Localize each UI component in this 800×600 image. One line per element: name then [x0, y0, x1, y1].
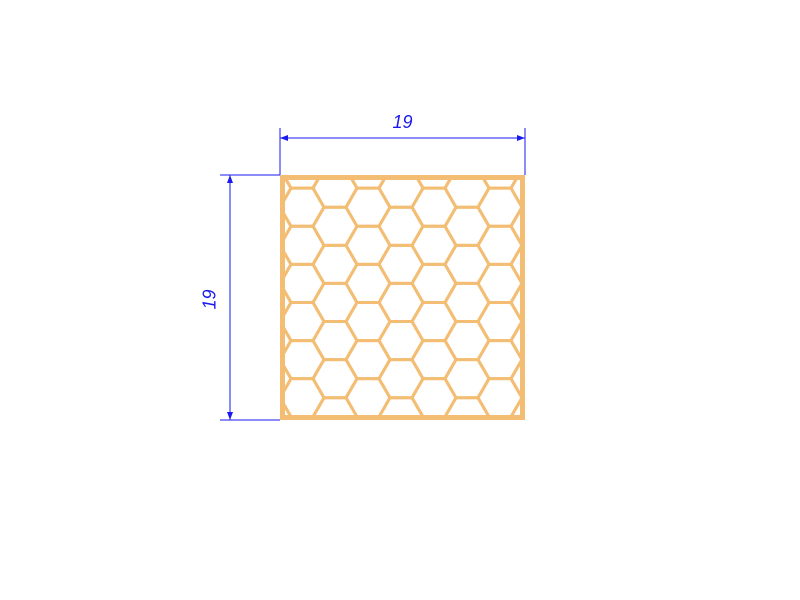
drawing-canvas: 19 19 — [0, 0, 800, 600]
width-dimension-label: 19 — [383, 112, 423, 133]
height-dimension-label: 19 — [200, 279, 221, 319]
drawing-svg — [0, 0, 800, 600]
